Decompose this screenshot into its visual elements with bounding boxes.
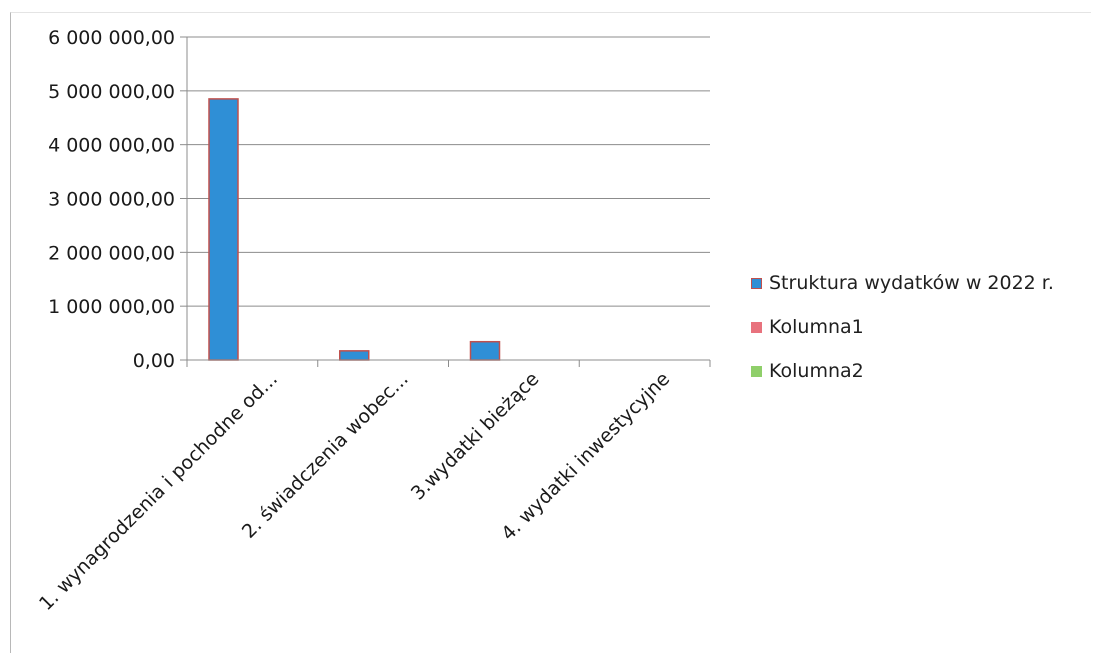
legend-item-series-3: Kolumna2 bbox=[751, 360, 1054, 382]
y-tick-label: 5 000 000,00 bbox=[48, 81, 175, 103]
x-tick-label: 3.wydatki bieżące bbox=[407, 368, 544, 505]
y-tick-label: 0,00 bbox=[133, 350, 175, 372]
y-tick-label: 3 000 000,00 bbox=[48, 189, 175, 211]
legend-item-series-2: Kolumna1 bbox=[751, 316, 1054, 338]
legend-label-series-1: Struktura wydatków w 2022 r. bbox=[769, 272, 1054, 294]
legend-label-series-2: Kolumna1 bbox=[769, 316, 864, 338]
y-tick-label: 4 000 000,00 bbox=[48, 135, 175, 157]
bar bbox=[208, 98, 239, 361]
legend-label-series-3: Kolumna2 bbox=[769, 360, 864, 382]
legend-item-series-1: Struktura wydatków w 2022 r. bbox=[751, 272, 1054, 294]
legend-swatch-series-2 bbox=[751, 321, 762, 333]
chart-frame bbox=[10, 12, 1091, 653]
bar bbox=[339, 350, 370, 361]
x-tick-label: 1. wynagrodzenia i pochodne od... bbox=[35, 368, 282, 615]
legend-swatch-series-1 bbox=[751, 277, 762, 289]
chart-legend: Struktura wydatków w 2022 r. Kolumna1 Ko… bbox=[751, 272, 1054, 404]
legend-swatch-series-3 bbox=[751, 365, 762, 377]
y-tick-label: 6 000 000,00 bbox=[48, 27, 175, 49]
y-tick-label: 2 000 000,00 bbox=[48, 242, 175, 264]
bar bbox=[469, 340, 501, 361]
y-tick-label: 1 000 000,00 bbox=[48, 296, 175, 318]
